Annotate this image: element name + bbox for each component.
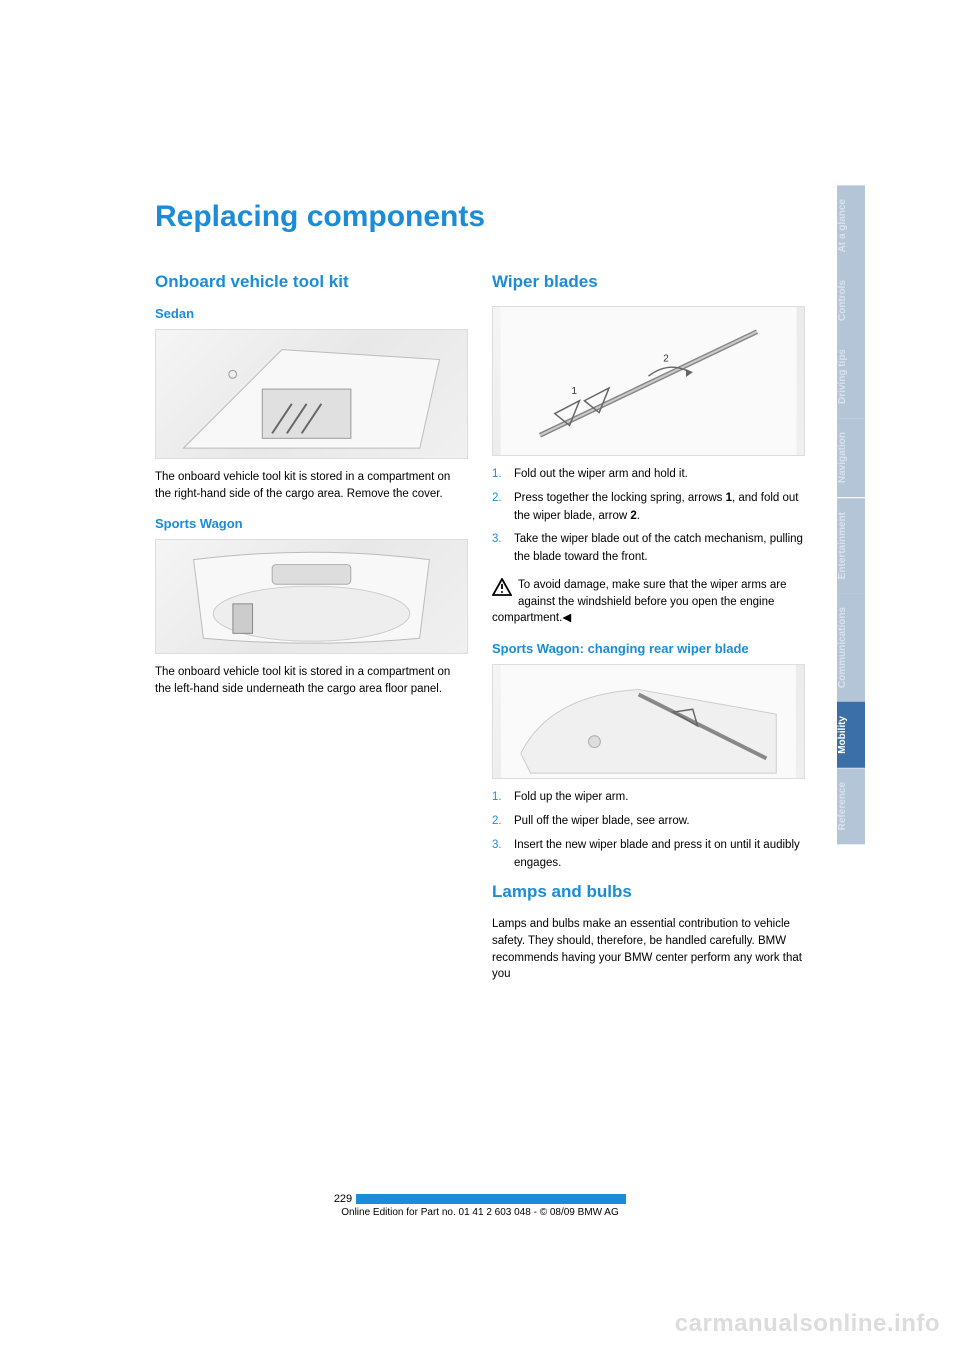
figure-wagon-toolkit xyxy=(155,539,468,654)
step-number: 3. xyxy=(492,837,514,873)
step-number: 2. xyxy=(492,490,514,526)
tab-navigation[interactable]: Navigation xyxy=(837,418,865,497)
watermark: carmanualsonline.info xyxy=(675,1310,940,1338)
step-number: 1. xyxy=(492,789,514,807)
list-item: 3. Insert the new wiper blade and press … xyxy=(492,837,805,873)
step-text: Fold up the wiper arm. xyxy=(514,789,805,807)
svg-text:2: 2 xyxy=(663,353,668,364)
step-text: Pull off the wiper blade, see arrow. xyxy=(514,813,805,831)
list-item: 1. Fold up the wiper arm. xyxy=(492,789,805,807)
figure-rear-wiper xyxy=(492,664,805,779)
figure-sedan-toolkit xyxy=(155,329,468,459)
section-heading-toolkit: Onboard vehicle tool kit xyxy=(155,272,468,292)
list-item: 1. Fold out the wiper arm and hold it. xyxy=(492,466,805,484)
right-column: Wiper blades 1 2 1. Fold out the wi xyxy=(492,272,805,997)
end-marker: ◀ xyxy=(562,612,571,624)
list-item: 3. Take the wiper blade out of the catch… xyxy=(492,531,805,567)
footer-bar xyxy=(356,1194,626,1204)
page-number: 229 xyxy=(155,1193,805,1205)
tab-entertainment[interactable]: Entertainment xyxy=(837,498,865,593)
tab-mobility[interactable]: Mobility xyxy=(837,702,865,768)
list-item: 2. Pull off the wiper blade, see arrow. xyxy=(492,813,805,831)
wiper-steps-list: 1. Fold out the wiper arm and hold it. 2… xyxy=(492,466,805,567)
step-text: Fold out the wiper arm and hold it. xyxy=(514,466,805,484)
text-sedan: The onboard vehicle tool kit is stored i… xyxy=(155,469,468,502)
page-content: Replacing components Onboard vehicle too… xyxy=(155,200,805,997)
rear-wiper-steps-list: 1. Fold up the wiper arm. 2. Pull off th… xyxy=(492,789,805,872)
text-lamps: Lamps and bulbs make an essential contri… xyxy=(492,916,805,983)
figure-wiper-blades: 1 2 xyxy=(492,306,805,456)
tab-communications[interactable]: Communications xyxy=(837,593,865,702)
side-tabs: At a glance Controls Driving tips Naviga… xyxy=(837,185,865,844)
section-heading-wipers: Wiper blades xyxy=(492,272,805,292)
sub-heading-rear-wiper: Sports Wagon: changing rear wiper blade xyxy=(492,641,805,656)
tab-controls[interactable]: Controls xyxy=(837,266,865,335)
text-wagon: The onboard vehicle tool kit is stored i… xyxy=(155,664,468,697)
step-number: 1. xyxy=(492,466,514,484)
step-number: 3. xyxy=(492,531,514,567)
sub-heading-wagon: Sports Wagon xyxy=(155,516,468,531)
sub-heading-sedan: Sedan xyxy=(155,306,468,321)
content-columns: Onboard vehicle tool kit Sedan The onboa… xyxy=(155,272,805,997)
step-text: Take the wiper blade out of the catch me… xyxy=(514,531,805,567)
left-column: Onboard vehicle tool kit Sedan The onboa… xyxy=(155,272,468,997)
page-title: Replacing components xyxy=(155,200,805,234)
tab-at-a-glance[interactable]: At a glance xyxy=(837,185,865,266)
warning-text: To avoid damage, make sure that the wipe… xyxy=(492,579,786,624)
list-item: 2. Press together the locking spring, ar… xyxy=(492,490,805,526)
tab-reference[interactable]: Reference xyxy=(837,768,865,844)
svg-text:1: 1 xyxy=(572,386,577,397)
page-footer: 229 Online Edition for Part no. 01 41 2 … xyxy=(155,1193,805,1218)
tab-driving-tips[interactable]: Driving tips xyxy=(837,335,865,418)
warning-icon xyxy=(492,578,512,596)
edition-text: Online Edition for Part no. 01 41 2 603 … xyxy=(155,1207,805,1218)
step-number: 2. xyxy=(492,813,514,831)
step-text: Press together the locking spring, arrow… xyxy=(514,490,805,526)
section-heading-lamps: Lamps and bulbs xyxy=(492,882,805,902)
step-text: Insert the new wiper blade and press it … xyxy=(514,837,805,873)
warning-note: To avoid damage, make sure that the wipe… xyxy=(492,577,805,627)
